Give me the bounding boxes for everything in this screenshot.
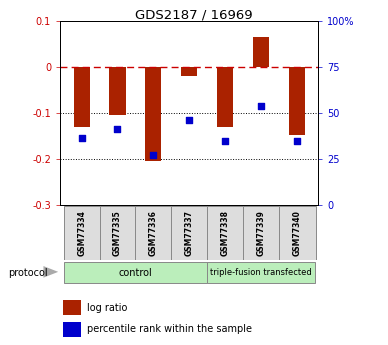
Bar [279, 206, 315, 260]
Bar [74, 67, 90, 127]
Point [78, 136, 85, 141]
Polygon shape [43, 266, 58, 278]
Text: GSM77339: GSM77339 [256, 210, 265, 256]
Bar [289, 67, 305, 135]
Text: GSM77334: GSM77334 [77, 210, 86, 256]
Text: GSM77335: GSM77335 [113, 210, 122, 256]
Point [222, 138, 228, 144]
Bar [100, 206, 137, 260]
Bar [109, 67, 126, 115]
Bar [243, 206, 280, 260]
Bar [63, 322, 81, 337]
Bar [64, 262, 207, 284]
Point [294, 138, 300, 144]
Bar [145, 67, 161, 161]
Bar [207, 206, 244, 260]
Bar [207, 262, 315, 284]
Point [186, 117, 192, 123]
Point [258, 103, 264, 109]
Text: GSM77338: GSM77338 [220, 210, 229, 256]
Bar [171, 206, 208, 260]
Point [114, 126, 121, 132]
Text: percentile rank within the sample: percentile rank within the sample [87, 324, 252, 334]
Text: protocol: protocol [9, 268, 48, 278]
Text: GDS2187 / 16969: GDS2187 / 16969 [135, 9, 253, 22]
Text: GSM77336: GSM77336 [149, 210, 158, 256]
Bar [181, 67, 197, 76]
Text: log ratio: log ratio [87, 303, 128, 313]
Text: GSM77340: GSM77340 [292, 210, 301, 256]
Text: triple-fusion transfected: triple-fusion transfected [210, 268, 312, 277]
Bar [253, 37, 269, 67]
Bar [63, 300, 81, 315]
Text: control: control [118, 268, 152, 278]
Bar [217, 67, 233, 127]
Point [150, 153, 156, 158]
Bar [64, 206, 100, 260]
Text: GSM77337: GSM77337 [185, 210, 194, 256]
Bar [135, 206, 172, 260]
